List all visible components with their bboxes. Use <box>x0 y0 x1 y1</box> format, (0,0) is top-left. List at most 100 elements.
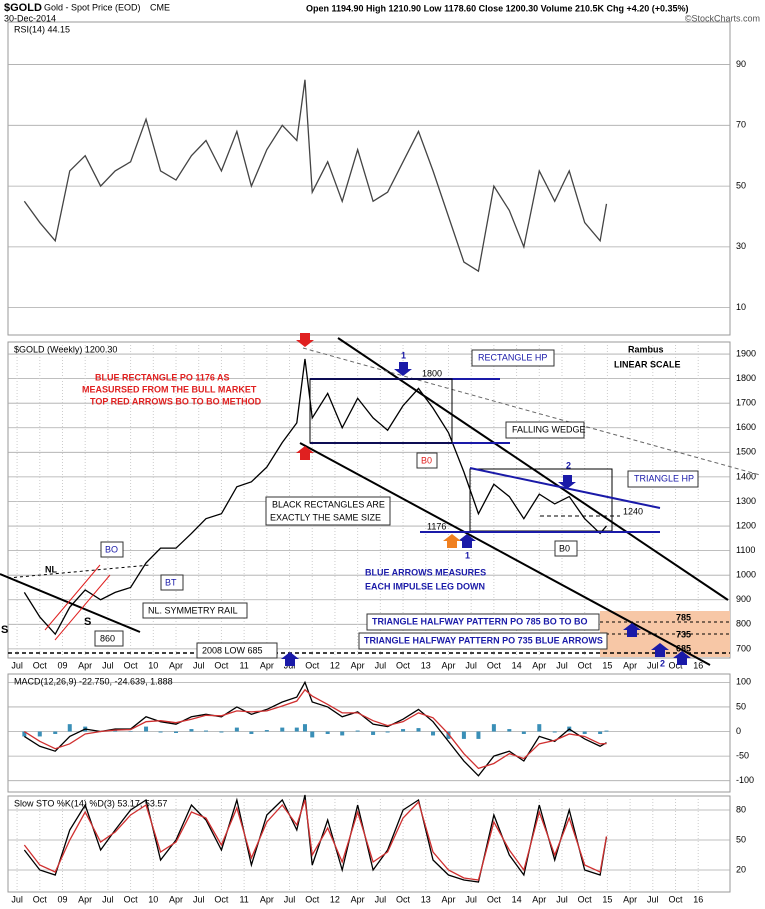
histogram-bar <box>507 729 512 732</box>
wedge-lower <box>299 442 711 666</box>
annotation: B0 <box>421 455 432 465</box>
y-tick-label: 1300 <box>736 496 756 506</box>
annotation: LINEAR SCALE <box>614 359 681 369</box>
symbol: $GOLD <box>4 2 42 14</box>
x-tick-label: Jul <box>647 894 659 904</box>
annotation: BT <box>165 577 177 587</box>
x-tick-label: Oct <box>124 660 139 670</box>
label-box <box>196 642 278 659</box>
y-tick-label: -50 <box>736 750 749 760</box>
y-tick-label: 50 <box>736 834 746 844</box>
label-box <box>554 540 578 557</box>
x-tick-label: Apr <box>623 894 637 904</box>
x-tick-label: Apr <box>441 660 455 670</box>
x-tick-label: Apr <box>169 660 183 670</box>
histogram-bar <box>294 727 299 732</box>
y-tick-label: 50 <box>736 180 746 190</box>
x-tick-label: 13 <box>421 660 431 670</box>
panel-title: MACD(12,26,9) -22.750, -24.639, 1.888 <box>14 676 173 686</box>
blue-arrow <box>558 475 576 489</box>
panel-frame <box>7 21 731 336</box>
annotation: S <box>84 616 91 628</box>
red-arrow <box>296 333 314 347</box>
x-tick-label: Apr <box>532 894 546 904</box>
x-tick-label: Jul <box>102 894 114 904</box>
x-tick-label: Apr <box>78 894 92 904</box>
histogram-bar <box>113 730 118 732</box>
histogram-bar <box>174 731 179 733</box>
annotation: B0 <box>559 543 570 553</box>
annotation: BLACK RECTANGLES ARE <box>272 499 385 509</box>
panel-title: $GOLD (Weekly) 1200.30 <box>14 344 117 354</box>
channel-line <box>44 564 101 631</box>
symmetry-rail <box>0 573 141 633</box>
annotation: BLUE ARROWS MEASURES <box>365 567 486 577</box>
quote: Open 1194.90 High 1210.90 Low 1178.60 Cl… <box>306 3 689 13</box>
histogram-bar <box>604 730 609 732</box>
blue-arrow <box>394 362 412 376</box>
annotation: 1240 <box>623 506 643 516</box>
x-tick-label: Oct <box>214 660 229 670</box>
y-tick-label: 700 <box>736 643 751 653</box>
histogram-bar <box>491 724 496 732</box>
y-tick-label: 0 <box>736 726 741 736</box>
annotation: Rambus <box>628 344 664 354</box>
x-tick-label: 16 <box>693 894 703 904</box>
annotation: RECTANGLE HP <box>478 352 547 362</box>
panel-title: RSI(14) 44.15 <box>14 24 70 34</box>
x-tick-label: Apr <box>351 894 365 904</box>
blue-arrow <box>458 534 476 548</box>
x-tick-label: Apr <box>169 894 183 904</box>
histogram-bar <box>355 730 360 732</box>
y-tick-label: 50 <box>736 701 746 711</box>
histogram-bar <box>144 726 149 732</box>
histogram-bar <box>234 727 239 732</box>
y-tick-label: -100 <box>736 775 754 785</box>
orange-arrow <box>443 534 461 548</box>
annotation: 1800 <box>422 368 442 378</box>
blue-arrow <box>281 652 299 666</box>
x-tick-label: Oct <box>396 660 411 670</box>
histogram-bar <box>53 731 58 734</box>
annotation: TOP RED ARROWS BO TO BO METHOD <box>90 396 262 406</box>
series-line <box>24 680 607 777</box>
x-tick-label: Jul <box>193 894 205 904</box>
x-tick-label: 14 <box>512 660 522 670</box>
x-tick-label: Apr <box>441 894 455 904</box>
histogram-bar <box>189 729 194 732</box>
x-tick-label: 15 <box>602 660 612 670</box>
blue-arrow <box>623 623 641 637</box>
annotation: TRIANGLE HALFWAY PATTERN PO 785 BO TO BO <box>372 616 588 626</box>
label-box <box>265 496 391 526</box>
annotation: 785 <box>676 612 691 622</box>
x-tick-label: Oct <box>396 894 411 904</box>
x-tick-label: Oct <box>214 894 229 904</box>
histogram-bar <box>264 730 269 732</box>
x-tick-label: 10 <box>148 894 158 904</box>
histogram-bar <box>37 731 42 737</box>
histogram-bar <box>340 731 345 736</box>
x-tick-label: 11 <box>239 660 248 670</box>
red-arrow <box>296 446 314 460</box>
label-box <box>416 452 438 469</box>
y-tick-label: 1200 <box>736 520 756 530</box>
histogram-bar <box>158 731 163 733</box>
panel-frame <box>7 795 731 893</box>
x-tick-label: Jul <box>375 894 387 904</box>
annotation: TRIANGLE HP <box>634 473 694 483</box>
annotation: TRIANGLE HALFWAY PATTERN PO 735 BLUE ARR… <box>364 635 603 645</box>
x-tick-label: Apr <box>351 660 365 670</box>
annotation: BLUE RECTANGLE PO 1176 AS <box>95 372 230 382</box>
x-tick-label: Jul <box>465 894 477 904</box>
x-tick-label: Oct <box>578 660 593 670</box>
y-tick-label: 1900 <box>736 348 756 358</box>
series-line <box>23 358 607 636</box>
y-tick-label: 1500 <box>736 447 756 457</box>
x-tick-label: Oct <box>124 894 139 904</box>
histogram-bar <box>280 727 285 732</box>
annotation: FALLING WEDGE <box>512 424 586 434</box>
y-tick-label: 1400 <box>736 471 756 481</box>
x-tick-label: Jul <box>11 894 23 904</box>
